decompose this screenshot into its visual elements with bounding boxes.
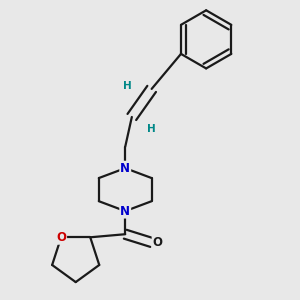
Text: O: O	[153, 236, 163, 249]
Text: N: N	[120, 162, 130, 175]
Text: H: H	[122, 81, 131, 91]
Text: O: O	[56, 231, 66, 244]
Text: H: H	[147, 124, 156, 134]
Text: N: N	[120, 205, 130, 218]
